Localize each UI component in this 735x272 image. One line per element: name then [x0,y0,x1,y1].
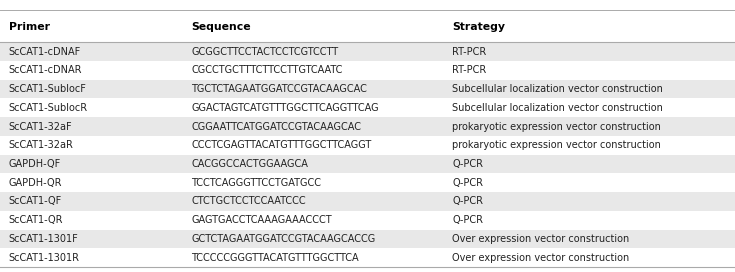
Bar [0,117,735,136]
Text: prokaryotic expression vector construction: prokaryotic expression vector constructi… [452,122,661,132]
Bar [0,154,735,173]
Text: CCCTCGAGTTACATGTTTGGCTTCAGGT: CCCTCGAGTTACATGTTTGGCTTCAGGT [191,140,371,150]
Bar [0,248,735,267]
Text: TCCTCAGGGTTCCTGATGCC: TCCTCAGGGTTCCTGATGCC [191,178,321,188]
Bar [0,42,735,61]
Bar [0,230,735,248]
Text: RT-PCR: RT-PCR [452,47,487,57]
Text: ScCAT1-QF: ScCAT1-QF [9,196,62,206]
Text: GAGTGACCTCAAAGAAACCCT: GAGTGACCTCAAAGAAACCCT [191,215,331,225]
Text: TCCCCCGGGTTACATGTTTGGCTTCA: TCCCCCGGGTTACATGTTTGGCTTCA [191,253,359,263]
Bar [0,192,735,211]
Text: ScCAT1-QR: ScCAT1-QR [9,215,63,225]
Text: prokaryotic expression vector construction: prokaryotic expression vector constructi… [452,140,661,150]
Text: GAPDH-QR: GAPDH-QR [9,178,62,188]
Text: Q-PCR: Q-PCR [452,159,483,169]
Text: GAPDH-QF: GAPDH-QF [9,159,61,169]
Text: ScCAT1-1301F: ScCAT1-1301F [9,234,79,244]
Text: ScCAT1-cDNAR: ScCAT1-cDNAR [9,65,82,75]
Text: Q-PCR: Q-PCR [452,215,483,225]
Bar [0,61,735,80]
Text: Q-PCR: Q-PCR [452,196,483,206]
Text: CACGGCCACTGGAAGCA: CACGGCCACTGGAAGCA [191,159,308,169]
Text: CGCCTGCTTTCTTCCTTGTCAATC: CGCCTGCTTTCTTCCTTGTCAATC [191,65,343,75]
Text: Subcellular localization vector construction: Subcellular localization vector construc… [452,103,663,113]
Bar [0,98,735,117]
Text: Strategy: Strategy [452,22,505,32]
Bar [0,80,735,98]
Text: GGACTAGTCATGTTTGGCTTCAGGTTCAG: GGACTAGTCATGTTTGGCTTCAGGTTCAG [191,103,379,113]
Text: ScCAT1-32aR: ScCAT1-32aR [9,140,74,150]
Bar [0,211,735,230]
Text: Sequence: Sequence [191,22,251,32]
Bar [0,136,735,154]
Text: CTCTGCTCCTCCAATCCC: CTCTGCTCCTCCAATCCC [191,196,306,206]
Text: Over expression vector construction: Over expression vector construction [452,234,629,244]
Text: Over expression vector construction: Over expression vector construction [452,253,629,263]
Text: GCGGCTTCCTACTCCTCGTCCTT: GCGGCTTCCTACTCCTCGTCCTT [191,47,338,57]
Text: Primer: Primer [9,22,50,32]
Text: ScCAT1-cDNAF: ScCAT1-cDNAF [9,47,81,57]
Text: ScCAT1-32aF: ScCAT1-32aF [9,122,73,132]
Text: RT-PCR: RT-PCR [452,65,487,75]
Text: ScCAT1-SublocR: ScCAT1-SublocR [9,103,88,113]
Text: ScCAT1-SublocF: ScCAT1-SublocF [9,84,87,94]
Text: ScCAT1-1301R: ScCAT1-1301R [9,253,80,263]
Text: CGGAATTCATGGATCCGTACAAGCAC: CGGAATTCATGGATCCGTACAAGCAC [191,122,361,132]
Text: Q-PCR: Q-PCR [452,178,483,188]
Text: Subcellular localization vector construction: Subcellular localization vector construc… [452,84,663,94]
Text: TGCTCTAGAATGGATCCGTACAAGCAC: TGCTCTAGAATGGATCCGTACAAGCAC [191,84,367,94]
Text: GCTCTAGAATGGATCCGTACAAGCACCG: GCTCTAGAATGGATCCGTACAAGCACCG [191,234,376,244]
Bar [0,173,735,192]
